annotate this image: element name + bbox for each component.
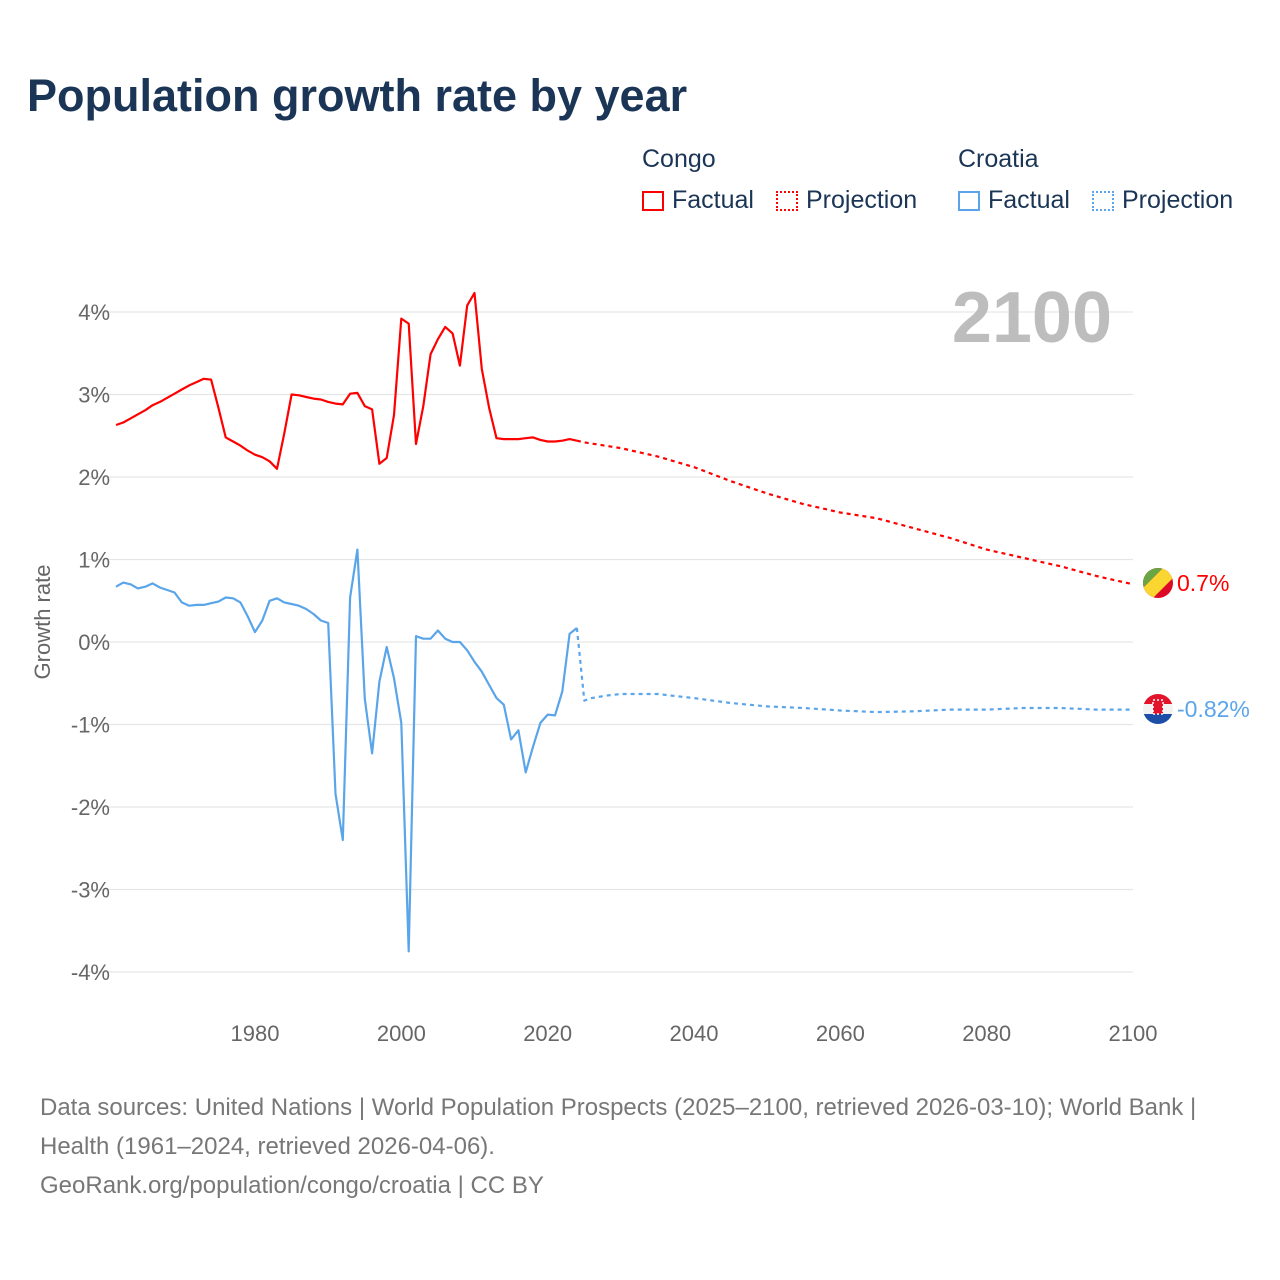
- x-tick-label: 2040: [670, 1021, 719, 1046]
- source-note: Data sources: United Nations | World Pop…: [40, 1088, 1240, 1205]
- y-tick-label: -4%: [71, 960, 110, 985]
- legend-croatia-projection[interactable]: Projection: [1092, 186, 1233, 215]
- x-tick-label: 2080: [962, 1021, 1011, 1046]
- y-tick-label: 2%: [78, 465, 110, 490]
- y-tick-label: -2%: [71, 795, 110, 820]
- solid-swatch-icon: [958, 190, 980, 211]
- page-title: Population growth rate by year: [27, 70, 688, 121]
- y-tick-label: -3%: [71, 878, 110, 903]
- x-tick-label: 2000: [377, 1021, 426, 1046]
- legend-congo-projection[interactable]: Projection: [776, 186, 917, 215]
- croatia-flag-icon: [1143, 694, 1173, 724]
- legend-label: Factual: [672, 186, 754, 214]
- legend-label: Projection: [806, 186, 918, 214]
- y-tick-label: 1%: [78, 548, 110, 573]
- y-tick-label: 3%: [78, 383, 110, 408]
- croatia-end-label: -0.82%: [1177, 696, 1250, 722]
- dotted-swatch-icon: [1092, 190, 1114, 211]
- congo-factual-line: [115, 291, 578, 470]
- solid-swatch-icon: [642, 190, 664, 211]
- x-tick-label: 2100: [1109, 1021, 1158, 1046]
- y-tick-label: 0%: [78, 630, 110, 655]
- legend-croatia-factual[interactable]: Factual: [958, 186, 1070, 215]
- year-display: 2100: [952, 278, 1112, 358]
- y-tick-label: 4%: [78, 300, 110, 325]
- congo-end-label: 0.7%: [1177, 570, 1229, 596]
- x-tick-label: 2020: [523, 1021, 572, 1046]
- legend-group-congo: Congo: [642, 145, 716, 173]
- line-chart: 4% 3% 2% 1% 0% -1% -2% -3% -4% 1980 2000 2020 2040 20…: [30, 278, 1250, 1046]
- source-text: Data sources: United Nations | World Pop…: [40, 1094, 1197, 1160]
- x-tick-label: 2060: [816, 1021, 865, 1046]
- attribution-link[interactable]: GeoRank.org/population/congo/croatia | C…: [40, 1172, 544, 1199]
- y-tick-label: -1%: [71, 713, 110, 738]
- legend-congo-factual[interactable]: Factual: [642, 186, 754, 215]
- legend-group-croatia: Croatia: [958, 145, 1039, 173]
- congo-flag-icon: [1143, 568, 1173, 598]
- croatia-projection-line: [575, 627, 1133, 714]
- legend-label: Factual: [988, 186, 1070, 214]
- dotted-swatch-icon: [776, 190, 798, 211]
- y-axis-label: Growth rate: [30, 565, 55, 680]
- congo-projection-line: [576, 439, 1134, 586]
- legend-label: Projection: [1122, 186, 1234, 214]
- x-tick-label: 1980: [231, 1021, 280, 1046]
- croatia-factual-line: [115, 548, 578, 953]
